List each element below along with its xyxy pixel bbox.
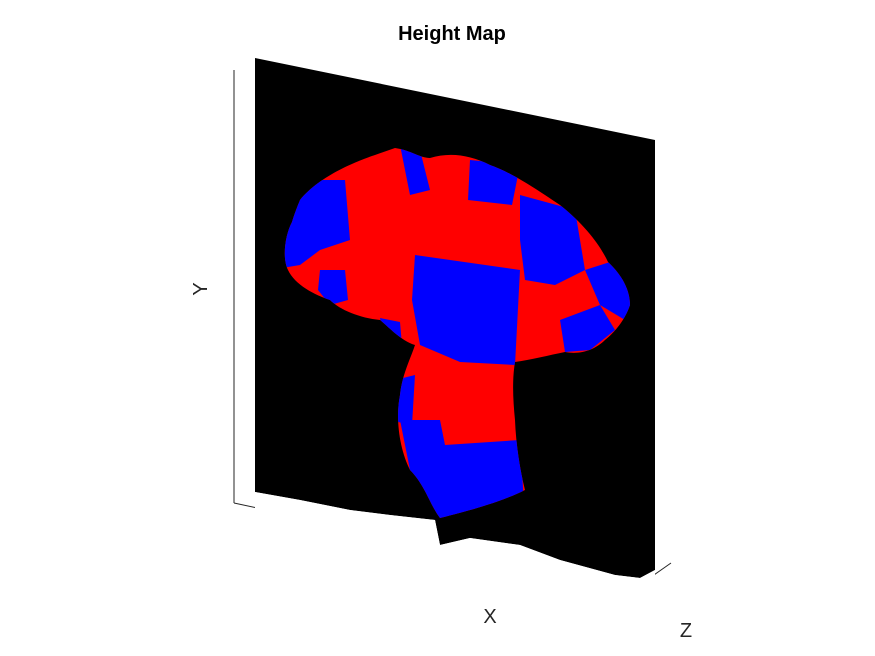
y-axis-label: Y [190,282,212,295]
surface-patch [318,270,348,305]
surface-patch [400,420,525,518]
z-axis-label: Z [680,620,692,642]
chart-title: Height Map [398,23,506,45]
surface-patch [585,262,630,320]
x-axis-label: X [483,606,496,628]
surface-patch [412,255,520,365]
surface-patch [520,195,585,285]
back-plane-torn-edge [255,492,655,600]
surface-patch [375,148,430,195]
surface-patch [560,305,615,352]
